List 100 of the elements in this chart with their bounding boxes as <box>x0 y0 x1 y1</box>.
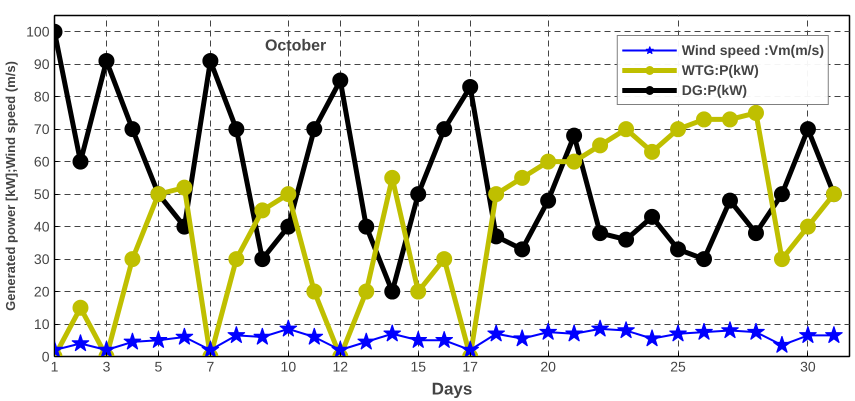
point <box>410 284 426 300</box>
point <box>800 121 816 138</box>
point <box>644 208 660 225</box>
point <box>124 121 140 138</box>
legend-label: Wind speed :Vm(m/s) <box>682 42 824 58</box>
point <box>591 319 610 337</box>
point <box>72 300 88 316</box>
y-tick-label: 50 <box>34 186 50 202</box>
point <box>592 225 608 242</box>
x-tick-label: 20 <box>540 358 556 374</box>
y-tick-label: 40 <box>34 218 50 235</box>
point <box>149 330 168 348</box>
point <box>410 186 426 202</box>
x-tick-label: 10 <box>280 358 296 374</box>
point <box>305 328 324 345</box>
point <box>642 329 662 346</box>
point <box>592 137 608 154</box>
y-tick-label: 20 <box>34 284 50 300</box>
point <box>253 328 272 345</box>
point <box>175 328 194 345</box>
y-tick-label: 90 <box>34 56 50 72</box>
point <box>720 321 740 338</box>
point <box>409 330 428 348</box>
point <box>566 128 582 144</box>
point <box>72 154 88 170</box>
point <box>436 251 452 268</box>
x-tick-label: 7 <box>206 358 214 374</box>
point <box>254 251 270 268</box>
x-tick-label: 12 <box>332 358 348 374</box>
x-tick-label: 5 <box>154 358 163 374</box>
point <box>254 202 270 218</box>
point <box>824 326 843 344</box>
point <box>617 321 636 338</box>
point <box>696 251 712 268</box>
point <box>357 332 376 350</box>
y-tick-label: 70 <box>34 121 50 138</box>
point <box>618 121 634 138</box>
point <box>772 336 792 353</box>
point <box>384 170 400 186</box>
point <box>748 104 764 121</box>
point <box>514 170 530 186</box>
point <box>644 144 660 160</box>
point <box>358 218 374 235</box>
point <box>332 72 348 88</box>
point <box>670 241 686 258</box>
y-tick-label: 80 <box>34 88 50 105</box>
point <box>202 52 218 69</box>
point <box>176 180 192 196</box>
y-tick-label: 60 <box>34 154 50 170</box>
legend-label: DG:P(kW) <box>682 82 748 98</box>
point <box>696 111 712 128</box>
point <box>331 340 350 356</box>
x-tick-label: 3 <box>102 358 111 374</box>
point <box>462 78 478 95</box>
point <box>97 340 116 356</box>
point <box>227 326 246 344</box>
point <box>722 192 738 209</box>
point <box>358 284 374 300</box>
point <box>201 340 220 356</box>
point <box>722 111 738 128</box>
point <box>694 322 714 340</box>
point <box>565 324 584 342</box>
point <box>228 121 244 138</box>
legend-label: WTG:P(kW) <box>682 62 759 78</box>
point <box>539 322 558 340</box>
point <box>774 186 790 202</box>
point <box>487 324 506 342</box>
point <box>98 52 114 69</box>
x-tick-label: 17 <box>462 358 478 374</box>
point <box>540 154 556 170</box>
point <box>800 218 816 235</box>
y-axis-title: Generated power [kW];Wind speed (m/s) <box>3 61 18 311</box>
point <box>123 332 142 350</box>
x-tick-label: 30 <box>800 358 816 374</box>
point <box>488 186 504 202</box>
point <box>618 232 634 248</box>
point <box>668 324 688 342</box>
x-tick-label: 25 <box>670 358 686 374</box>
y-tick-label: 10 <box>34 316 50 332</box>
point <box>280 218 296 235</box>
point <box>280 186 296 202</box>
point <box>228 251 244 268</box>
x-tick-label: 15 <box>410 358 426 374</box>
y-tick-label: 100 <box>26 24 50 40</box>
point <box>566 154 582 170</box>
point <box>124 251 140 268</box>
point <box>748 225 764 242</box>
x-tick-label: 1 <box>50 358 59 374</box>
y-tick-label: 0 <box>42 348 50 364</box>
point <box>461 340 480 356</box>
point <box>383 324 402 342</box>
point <box>670 121 686 138</box>
x-axis-title: Days <box>432 380 472 398</box>
point <box>71 334 90 352</box>
point <box>436 121 452 138</box>
point <box>279 319 298 337</box>
point <box>798 326 817 344</box>
point <box>774 251 790 268</box>
point <box>513 329 532 346</box>
point <box>384 284 400 300</box>
